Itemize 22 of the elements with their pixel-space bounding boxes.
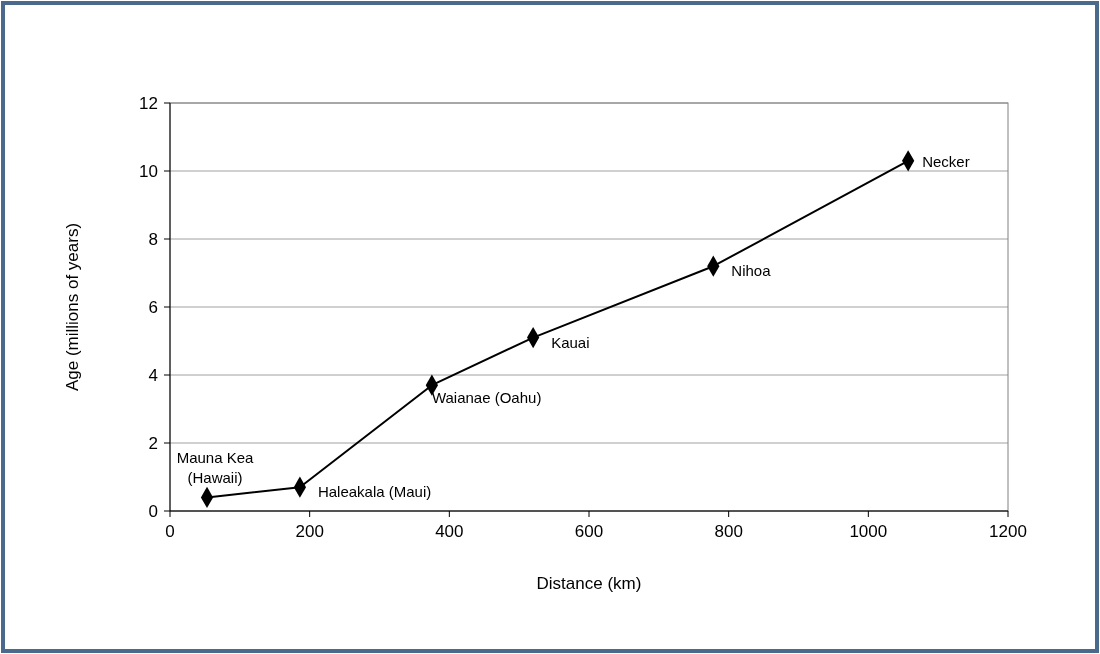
y-tick-label: 2 bbox=[148, 434, 158, 453]
y-tick-label: 6 bbox=[148, 298, 158, 317]
y-tick-label: 4 bbox=[148, 366, 158, 385]
y-tick-label: 8 bbox=[148, 230, 158, 249]
x-tick-label: 800 bbox=[714, 522, 743, 541]
x-tick-label: 200 bbox=[295, 522, 324, 541]
y-tick-label: 10 bbox=[139, 162, 158, 181]
x-axis-title: Distance (km) bbox=[536, 574, 642, 593]
annotation: Mauna Kea (Hawaii) bbox=[176, 449, 255, 487]
annotation: Waianae (Oahu) bbox=[431, 389, 542, 407]
x-tick-label: 400 bbox=[435, 522, 464, 541]
annotation: Nihoa bbox=[731, 262, 772, 280]
y-tick-label: 0 bbox=[148, 502, 158, 521]
x-tick-label: 0 bbox=[165, 522, 175, 541]
y-tick-label: 12 bbox=[139, 94, 158, 113]
x-tick-label: 600 bbox=[574, 522, 604, 541]
annotation: Haleakala (Maui) bbox=[317, 483, 432, 501]
annotation: Kauai bbox=[551, 333, 590, 351]
x-tick-label: 1200 bbox=[989, 522, 1027, 541]
x-tick-label: 1000 bbox=[849, 522, 888, 541]
y-axis-title: Age (millions of years) bbox=[63, 222, 82, 392]
annotation: Necker bbox=[922, 152, 970, 170]
